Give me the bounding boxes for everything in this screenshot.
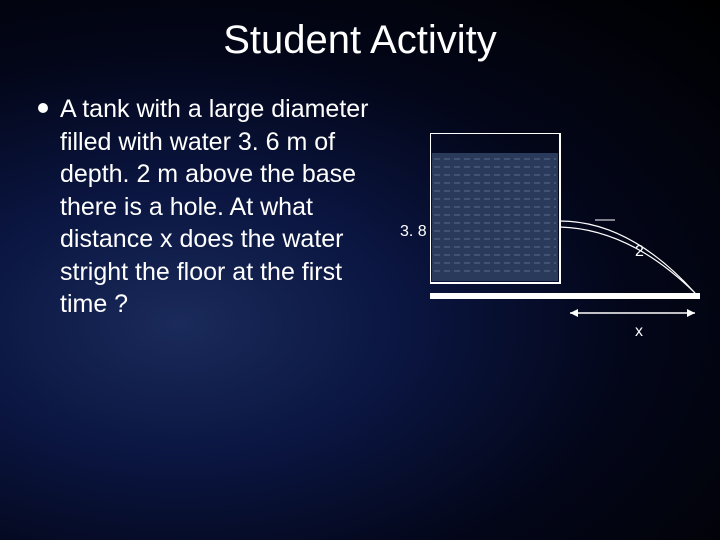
label-depth: 3. 8 — [400, 223, 427, 241]
content-row: A tank with a large diameter filled with… — [0, 63, 720, 321]
bullet-dot — [38, 103, 48, 113]
bullet-column — [30, 93, 60, 321]
label-distance-x: x — [635, 323, 643, 341]
diagram-area: 3. 8 2 x — [380, 93, 700, 321]
body-text: A tank with a large diameter filled with… — [60, 93, 380, 321]
tank-diagram — [430, 133, 720, 343]
label-hole-height: 2 — [635, 243, 644, 261]
slide-title: Student Activity — [0, 0, 720, 63]
